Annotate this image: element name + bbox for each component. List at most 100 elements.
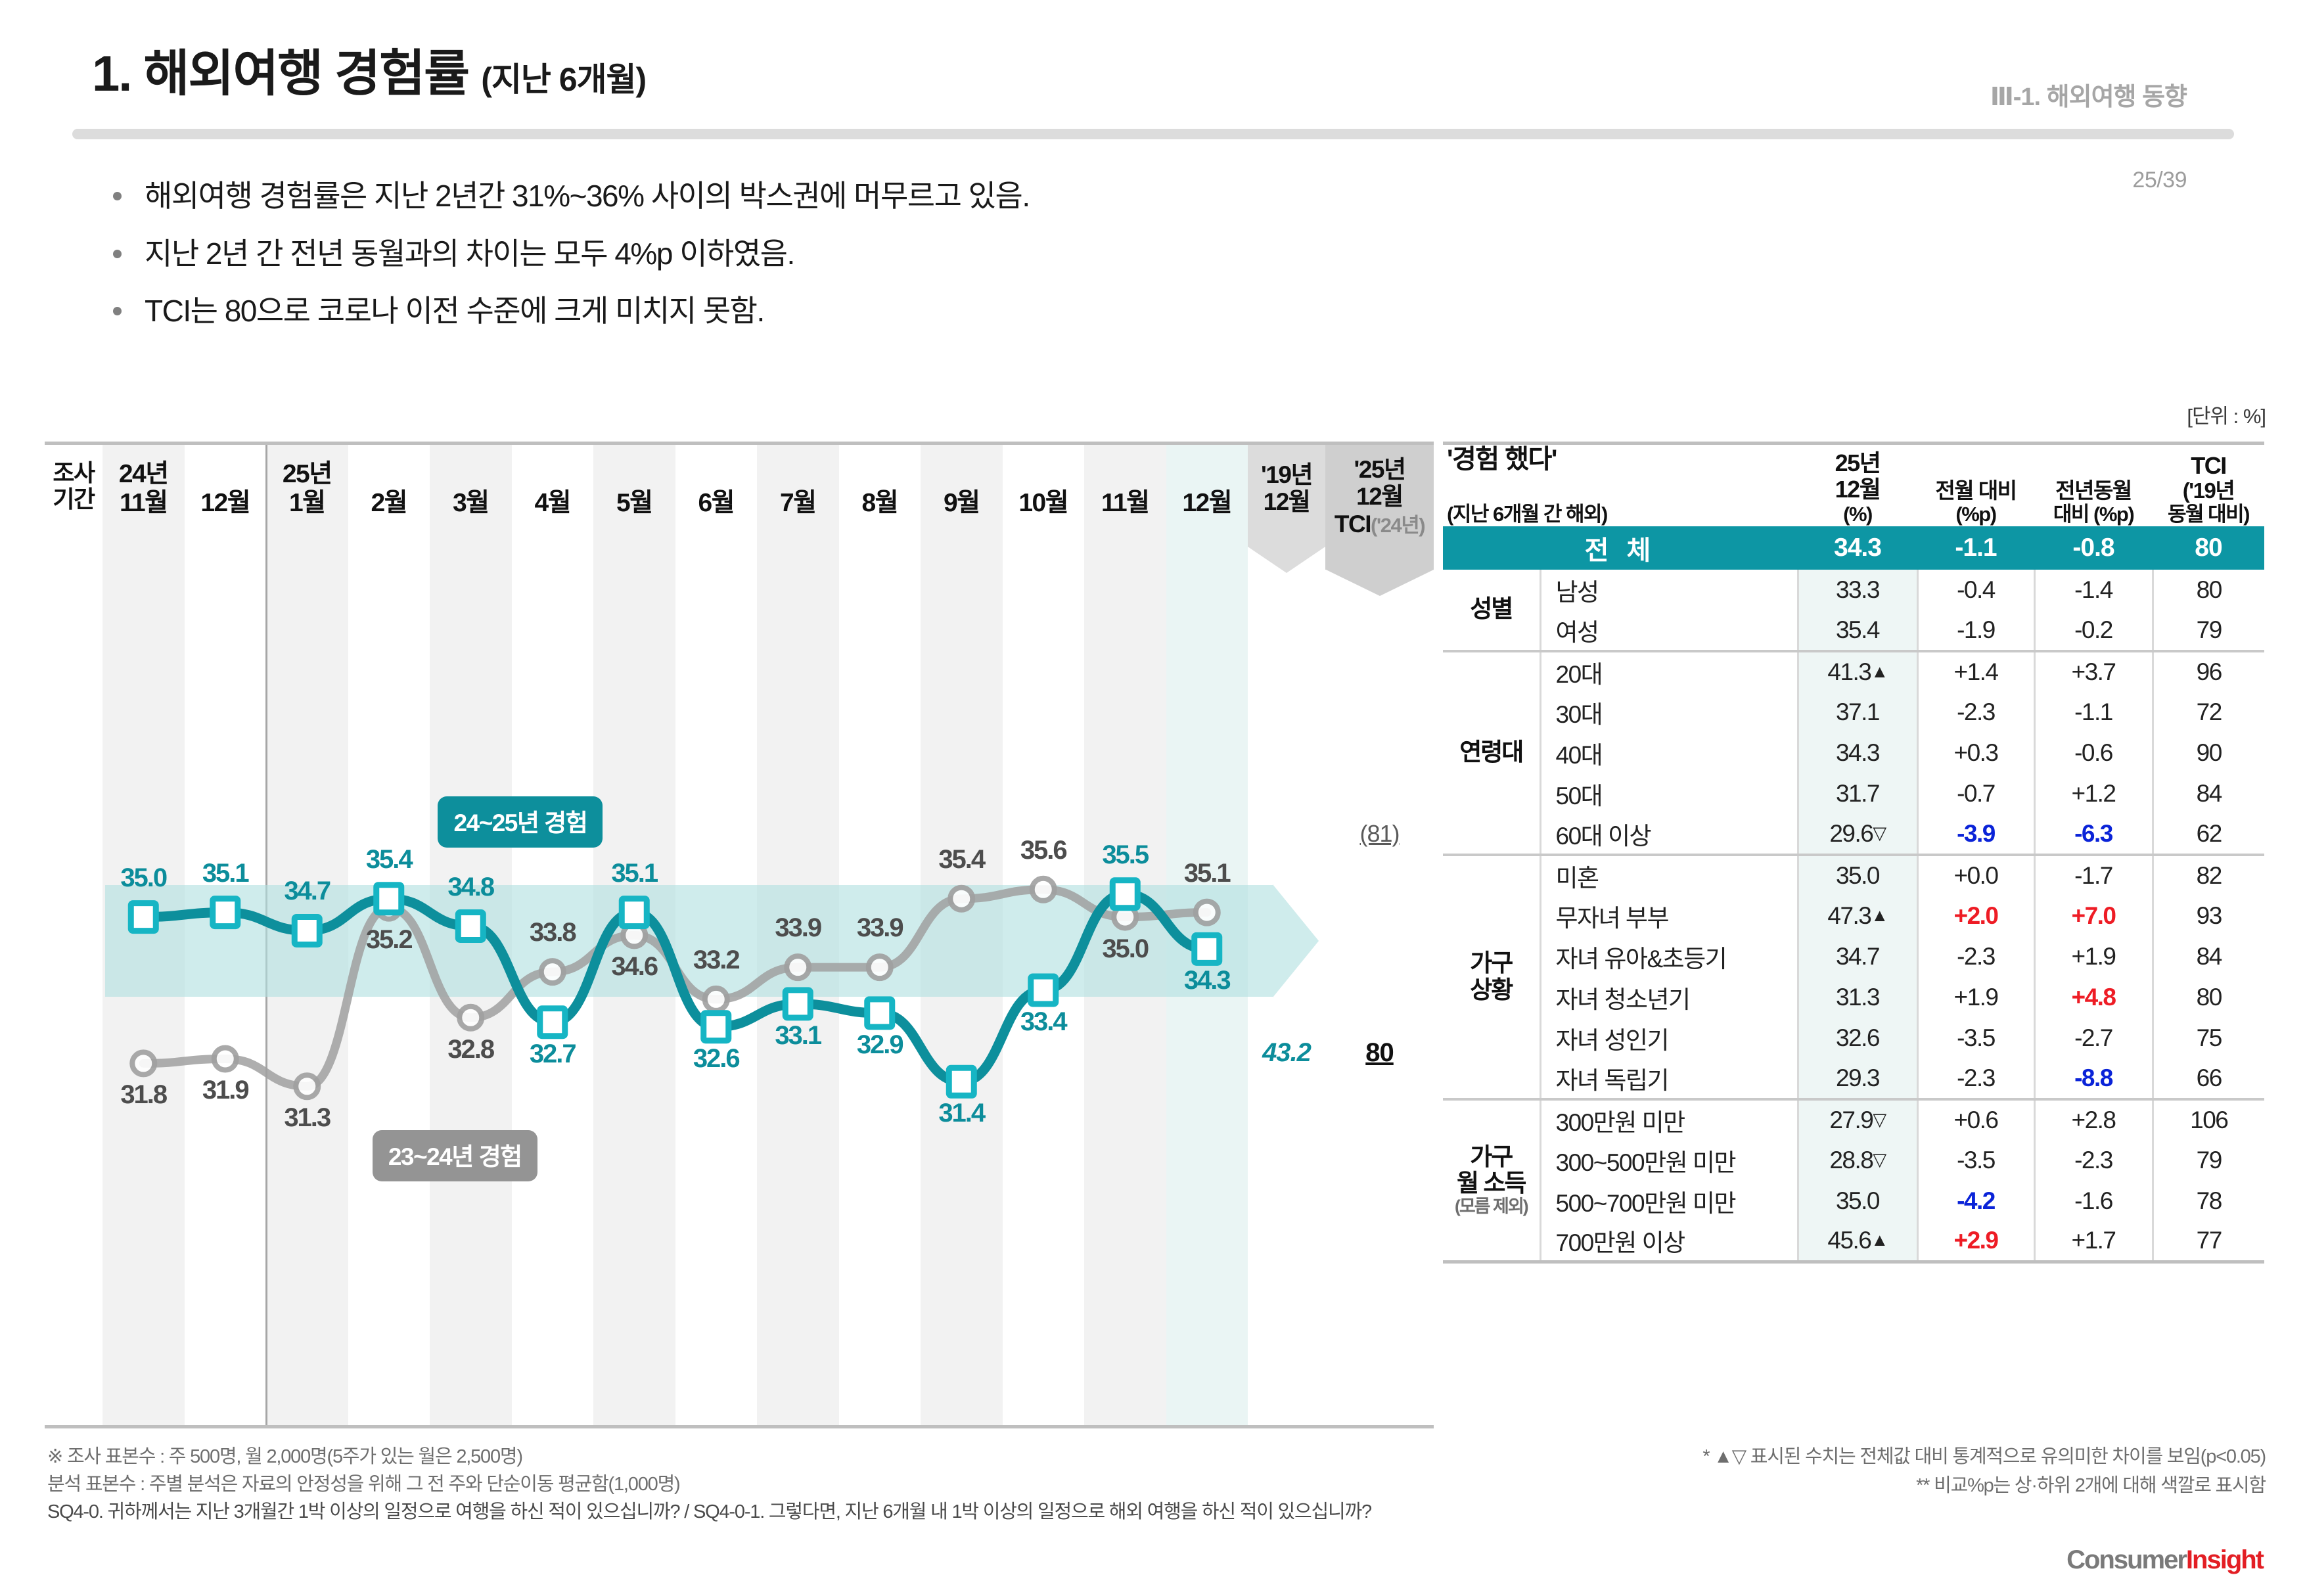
chart-column-header: '25년 12월 TCI('24년) <box>1334 456 1426 537</box>
cell-yoy: +1.7 <box>2033 1221 2153 1262</box>
tci-19-value: 43.2 <box>1262 1038 1312 1068</box>
cell-yoy: -0.2 <box>2033 610 2153 651</box>
cell-v25: 28.8▽ <box>1796 1139 1917 1181</box>
cell-v25: 47.3▲ <box>1796 895 1917 936</box>
group-label: 가구 상황 <box>1443 853 1540 1099</box>
cell-tci: 96 <box>2151 649 2264 692</box>
cell-tci: 106 <box>2151 1097 2264 1140</box>
consumer-insight-logo: ConsumerInsight <box>2066 1545 2264 1575</box>
group-label: 가구 월 소득 (모름 제외) <box>1443 1097 1540 1262</box>
table-row: 무자녀 부부 47.3▲ +2.0 +7.0 93 <box>1443 895 2264 936</box>
cell-v25: 31.7 <box>1796 773 1917 814</box>
cell-tci: 77 <box>2151 1221 2264 1262</box>
table-row: 여성 35.4 -1.9 -0.2 79 <box>1443 610 2264 651</box>
chart-column-header: 24년 11월 <box>118 460 169 517</box>
data-label: 33.9 <box>856 913 904 943</box>
row-label: 500~700만원 미만 <box>1539 1180 1798 1221</box>
table-row: 700만원 이상 45.6▲ +2.9 +1.7 77 <box>1443 1221 2264 1262</box>
row-label: 자녀 성인기 <box>1539 1017 1798 1059</box>
cell-yoy: +1.9 <box>2033 936 2153 977</box>
row-label: 미혼 <box>1539 853 1798 896</box>
cell-mom: -3.5 <box>1916 1139 2034 1181</box>
significance-marker-icon: ▲ <box>1871 1230 1888 1250</box>
data-point-23-24 <box>947 884 976 913</box>
page-number: 25/39 <box>2132 168 2187 193</box>
data-point-24-25 <box>1191 932 1223 966</box>
chart-column-header: 년4월 <box>534 488 571 517</box>
cell-v25: 35.0 <box>1796 1180 1917 1221</box>
table-row: 자녀 성인기 32.6 -3.5 -2.7 75 <box>1443 1017 2264 1059</box>
cell-tci: 84 <box>2151 936 2264 977</box>
data-point-24-25 <box>455 909 486 943</box>
col-header-25dec: 25년 12월 (%) <box>1835 449 1881 526</box>
data-point-24-25 <box>1028 973 1059 1007</box>
row-label: 20대 <box>1539 649 1798 692</box>
bullet-text: 지난 2년 간 전년 동월과의 차이는 모두 4%p 이하였음. <box>145 236 795 271</box>
data-point-24-25 <box>946 1064 977 1099</box>
bullet-dot-icon <box>113 307 122 315</box>
data-label: 31.3 <box>284 1103 331 1133</box>
data-label: 33.8 <box>529 918 577 947</box>
data-label: 31.8 <box>120 1080 168 1110</box>
cell-yoy: -2.3 <box>2033 1139 2153 1181</box>
cell-yoy: -8.8 <box>2033 1058 2153 1099</box>
cell-mom: -0.7 <box>1916 773 2034 814</box>
cell-yoy: +4.8 <box>2033 976 2153 1018</box>
total-yoy: -0.8 <box>2034 526 2153 570</box>
chart-column-header: 조사 기간 <box>53 459 95 513</box>
cell-yoy: -2.7 <box>2033 1017 2153 1059</box>
table-top-divider <box>1443 442 2264 445</box>
logo-part-insight: Insight <box>2185 1545 2264 1574</box>
chart-column-header: 년6월 <box>698 488 735 517</box>
data-label: 35.0 <box>1102 934 1149 963</box>
cell-v25: 34.3 <box>1796 732 1917 773</box>
chart-column-header: 년10월 <box>1018 488 1068 517</box>
tci-24-paren-value: (81) <box>1359 820 1400 847</box>
data-point-23-24 <box>457 1003 485 1032</box>
cell-tci: 62 <box>2151 813 2264 855</box>
cell-tci: 90 <box>2151 732 2264 773</box>
data-label: 32.7 <box>529 1039 577 1068</box>
data-label: 35.1 <box>611 858 658 888</box>
cell-mom: -2.3 <box>1916 936 2034 977</box>
cell-tci: 80 <box>2151 569 2264 610</box>
table-row: 500~700만원 미만 35.0 -4.2 -1.6 78 <box>1443 1180 2264 1221</box>
ribbon-tci <box>1325 445 1434 596</box>
chart-column-header: 년8월 <box>861 488 898 517</box>
col-header-yoy: x전년동월대비 (%p) <box>2053 478 2135 526</box>
footnote-left: ※ 조사 표본수 : 주 500명, 월 2,000명(5주가 있는 월은 2,… <box>47 1443 1427 1526</box>
row-label: 자녀 유아&초등기 <box>1539 936 1798 977</box>
table-title-cell: '경험 했다' (지난 6개월 간 해외) <box>1447 445 1608 526</box>
chart-column-header: 년7월 <box>779 488 817 517</box>
cell-tci: 93 <box>2151 895 2264 936</box>
data-point-24-25 <box>1109 877 1141 911</box>
cell-v25: 41.3▲ <box>1796 649 1917 692</box>
cell-v25: 45.6▲ <box>1796 1221 1917 1262</box>
table-row: 60대 이상 29.6▽ -3.9 -6.3 62 <box>1443 813 2264 855</box>
group-label: 성별 <box>1470 595 1513 623</box>
legend-24-25: 24~25년 경험 <box>438 796 603 848</box>
cell-tci: 84 <box>2151 773 2264 814</box>
cell-mom: +0.3 <box>1916 732 2034 773</box>
chart-column-header: '19년 12월 <box>1261 461 1313 516</box>
bullet-dot-icon <box>113 192 122 200</box>
significance-marker-icon: ▽ <box>1873 1149 1886 1170</box>
cell-v25: 27.9▽ <box>1796 1097 1917 1140</box>
table-row-total: 전 체 34.3 -1.1 -0.8 80 <box>1443 526 2264 570</box>
footnote-color-note: ** 비교%p는 상·하위 2개에 대해 색깔로 표시함 <box>1916 1474 2266 1496</box>
cell-yoy: -1.4 <box>2033 569 2153 610</box>
cell-mom: +1.9 <box>1916 976 2034 1018</box>
significance-marker-icon: ▽ <box>1873 1109 1886 1129</box>
section-label: Ⅲ-1. 해외여행 동향 <box>1990 83 2187 111</box>
data-label: 35.4 <box>938 844 986 874</box>
bullet-text: 해외여행 경험률은 지난 2년간 31%~36% 사이의 박스권에 머무르고 있… <box>145 179 1030 213</box>
cell-mom: +2.0 <box>1916 895 2034 936</box>
bullet-dot-icon <box>113 249 122 258</box>
cell-yoy: +1.2 <box>2033 773 2153 814</box>
data-label: 35.0 <box>120 863 168 892</box>
table-row: 자녀 독립기 29.3 -2.3 -8.8 66 <box>1443 1058 2264 1099</box>
cell-mom: +2.9 <box>1916 1221 2034 1262</box>
